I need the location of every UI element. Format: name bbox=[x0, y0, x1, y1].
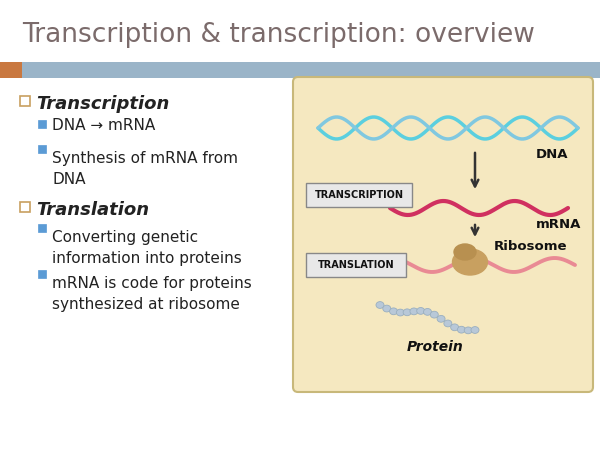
Text: mRNA is code for proteins
synthesized at ribosome: mRNA is code for proteins synthesized at… bbox=[52, 276, 252, 312]
Text: Synthesis of mRNA from
DNA: Synthesis of mRNA from DNA bbox=[52, 151, 238, 187]
Text: Transcription: Transcription bbox=[36, 95, 169, 113]
Text: TRANSLATION: TRANSLATION bbox=[317, 260, 394, 270]
Ellipse shape bbox=[389, 308, 398, 315]
Ellipse shape bbox=[383, 305, 391, 312]
Ellipse shape bbox=[424, 309, 431, 315]
Ellipse shape bbox=[403, 309, 411, 316]
FancyBboxPatch shape bbox=[38, 270, 46, 278]
Text: TRANSCRIPTION: TRANSCRIPTION bbox=[314, 190, 404, 200]
Ellipse shape bbox=[417, 307, 425, 314]
Text: DNA → mRNA: DNA → mRNA bbox=[52, 118, 155, 134]
Text: Ribosome: Ribosome bbox=[494, 240, 568, 253]
Ellipse shape bbox=[410, 308, 418, 315]
FancyBboxPatch shape bbox=[38, 120, 46, 128]
Ellipse shape bbox=[464, 327, 472, 334]
Text: Translation: Translation bbox=[36, 201, 149, 219]
Ellipse shape bbox=[444, 320, 452, 327]
Ellipse shape bbox=[376, 302, 384, 308]
Text: Converting genetic
information into proteins: Converting genetic information into prot… bbox=[52, 230, 242, 266]
Ellipse shape bbox=[457, 326, 466, 333]
Ellipse shape bbox=[437, 315, 445, 322]
FancyBboxPatch shape bbox=[20, 96, 30, 106]
FancyBboxPatch shape bbox=[306, 253, 406, 277]
FancyBboxPatch shape bbox=[20, 202, 30, 212]
Ellipse shape bbox=[454, 244, 476, 260]
FancyBboxPatch shape bbox=[0, 62, 22, 78]
Text: Protein: Protein bbox=[407, 340, 463, 354]
FancyBboxPatch shape bbox=[306, 183, 412, 207]
Ellipse shape bbox=[471, 327, 479, 333]
FancyBboxPatch shape bbox=[38, 224, 46, 232]
Text: Transcription & transcription: overview: Transcription & transcription: overview bbox=[22, 22, 535, 48]
Text: mRNA: mRNA bbox=[536, 218, 581, 231]
FancyBboxPatch shape bbox=[293, 77, 593, 392]
Ellipse shape bbox=[452, 249, 487, 275]
Text: DNA: DNA bbox=[536, 148, 569, 161]
FancyBboxPatch shape bbox=[38, 145, 46, 153]
Ellipse shape bbox=[397, 309, 404, 316]
Ellipse shape bbox=[430, 311, 438, 318]
FancyBboxPatch shape bbox=[0, 62, 600, 78]
Ellipse shape bbox=[451, 324, 458, 331]
